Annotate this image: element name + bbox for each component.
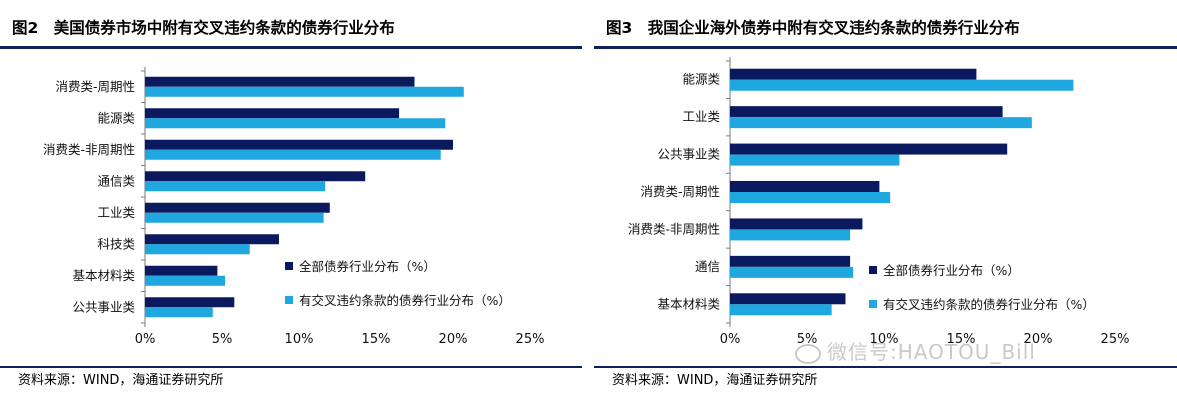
bar-all-bonds xyxy=(145,202,330,213)
category-label: 消费类-非周期性 xyxy=(628,221,720,236)
bar-cross-default xyxy=(730,192,891,203)
category-label: 基本材料类 xyxy=(72,268,135,283)
bar-all-bonds xyxy=(145,297,235,308)
category-label: 通信类 xyxy=(97,173,135,188)
bar-all-bonds xyxy=(145,108,400,119)
x-tick-label: 0% xyxy=(135,332,156,347)
x-tick-label: 15% xyxy=(947,332,976,347)
x-tick-label: 0% xyxy=(720,332,741,347)
legend-label: 全部债券行业分布（%） xyxy=(883,263,1020,278)
category-label: 能源类 xyxy=(97,110,135,125)
legend-label: 有交叉违约条款的债券行业分布（%） xyxy=(299,293,511,308)
bar-cross-default xyxy=(145,149,441,160)
category-label: 公共事业类 xyxy=(72,299,135,314)
category-label: 基本材料类 xyxy=(657,296,720,311)
category-label: 通信 xyxy=(695,259,720,274)
source-note: 资料来源：WIND，海通证券研究所 xyxy=(612,373,818,388)
chart-title: 图3 我国企业海外债券中附有交叉违约条款的债券行业分布 xyxy=(606,19,1020,37)
source-rule xyxy=(0,366,582,368)
bar-cross-default xyxy=(730,304,832,316)
category-label: 工业类 xyxy=(682,109,720,124)
bar-cross-default xyxy=(145,244,250,255)
bar-all-bonds xyxy=(730,181,880,192)
x-tick-label: 5% xyxy=(212,332,233,347)
bar-cross-default xyxy=(145,118,446,129)
bar-cross-default xyxy=(730,79,1074,91)
bar-cross-default xyxy=(730,117,1032,129)
legend-swatch xyxy=(869,266,877,274)
x-tick-label: 10% xyxy=(870,332,899,347)
bar-all-bonds xyxy=(730,293,846,305)
bar-all-bonds xyxy=(730,218,863,230)
category-label: 工业类 xyxy=(97,205,135,220)
category-label: 消费类-周期性 xyxy=(640,184,720,199)
title-rule xyxy=(594,46,1177,49)
title-rule xyxy=(0,46,582,49)
bar-cross-default xyxy=(730,154,900,166)
x-tick-label: 20% xyxy=(1024,332,1053,347)
bar-all-bonds xyxy=(145,76,415,87)
bar-all-bonds xyxy=(145,265,218,276)
bar-all-bonds xyxy=(145,171,366,182)
bar-cross-default xyxy=(145,181,326,192)
category-label: 公共事业类 xyxy=(657,147,720,162)
bar-all-bonds xyxy=(145,234,279,245)
bar-all-bonds xyxy=(145,139,453,150)
x-tick-label: 25% xyxy=(1101,332,1130,347)
chart-panel-china: 图3 我国企业海外债券中附有交叉违约条款的债券行业分布 能源类工业类公共事业类消… xyxy=(594,0,1177,405)
category-label: 能源类 xyxy=(682,72,720,87)
chart-title: 图2 美国债券市场中附有交叉违约条款的债券行业分布 xyxy=(12,19,395,37)
bar-all-bonds xyxy=(730,143,1008,155)
bar-cross-default xyxy=(730,266,854,278)
watermark: 微信号:HAOTOU_Bill xyxy=(795,336,1036,365)
x-tick-label: 15% xyxy=(362,332,391,347)
source-rule xyxy=(594,366,1177,368)
bar-cross-default xyxy=(730,229,851,241)
x-tick-label: 5% xyxy=(797,332,818,347)
source-note: 资料来源：WIND，海通证券研究所 xyxy=(18,373,224,388)
category-label: 消费类-非周期性 xyxy=(43,142,135,157)
legend-swatch xyxy=(285,296,293,304)
legend-swatch xyxy=(285,262,293,270)
category-label: 科技类 xyxy=(97,236,135,251)
x-tick-label: 20% xyxy=(439,332,468,347)
legend-label: 全部债券行业分布（%） xyxy=(299,259,436,274)
chart-panel-us: 图2 美国债券市场中附有交叉违约条款的债券行业分布 消费类-周期性 能源类 消费类-… xyxy=(0,0,582,405)
bar-cross-default xyxy=(145,212,324,223)
legend-label: 有交叉违约条款的债券行业分布（%） xyxy=(883,297,1095,312)
x-tick-label: 10% xyxy=(285,332,314,347)
category-label: 消费类-周期性 xyxy=(55,79,135,94)
bar-cross-default xyxy=(145,307,213,318)
bar-all-bonds xyxy=(730,255,851,267)
bar-all-bonds xyxy=(730,68,977,80)
watermark-text: 微信号:HAOTOU_Bill xyxy=(827,340,1036,364)
legend-swatch xyxy=(869,300,877,308)
bar-cross-default xyxy=(145,275,226,286)
wechat-icon xyxy=(795,343,821,364)
x-tick-label: 25% xyxy=(516,332,545,347)
bar-cross-default xyxy=(145,86,464,97)
bar-all-bonds xyxy=(730,106,1003,118)
